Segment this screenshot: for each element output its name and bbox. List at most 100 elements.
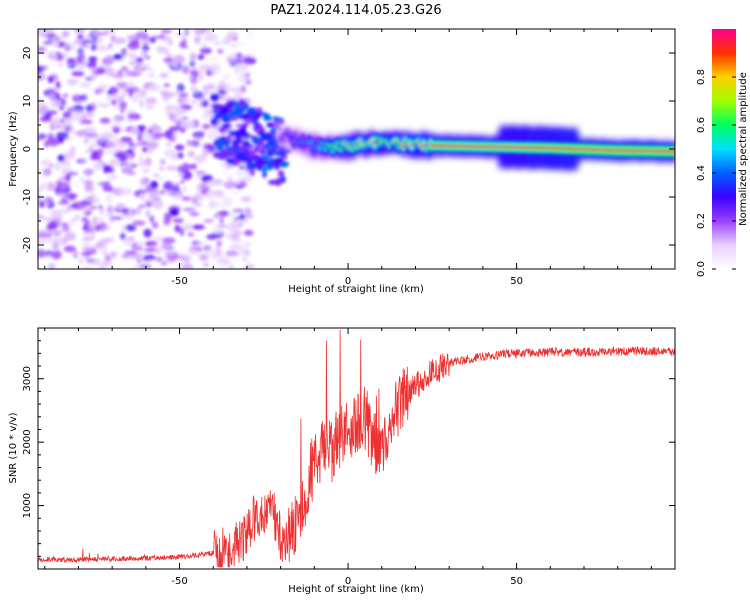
noise-blob (177, 152, 184, 159)
noise-blob (121, 214, 135, 220)
noise-blob (58, 61, 63, 68)
noise-blob (82, 236, 95, 241)
transition-blob (268, 179, 279, 185)
noise-blob (192, 67, 198, 71)
noise-blob (203, 263, 209, 267)
noise-blob (47, 75, 54, 84)
spectrogram-panel: -50 0 50 -20 -10 0 10 20 Height of straight lin… (8, 28, 676, 295)
noise-blob (197, 54, 205, 60)
noise-blob (119, 102, 127, 110)
noise-blob (142, 146, 148, 153)
transition-blob (268, 139, 275, 144)
noise-blob (132, 220, 146, 226)
noise-blob (187, 150, 195, 158)
noise-blob (38, 233, 47, 239)
noise-blob (95, 242, 104, 248)
noise-blob (105, 213, 117, 217)
noise-blob (148, 193, 161, 200)
transition-blob (266, 162, 274, 171)
noise-blob (39, 182, 50, 189)
noise-blob (215, 264, 229, 269)
noise-blob (139, 204, 146, 208)
noise-blob (94, 31, 109, 36)
transition-blob (262, 145, 274, 150)
noise-blob (111, 99, 117, 106)
transition-blob (213, 104, 222, 112)
noise-blob (119, 187, 132, 196)
noise-blob (192, 90, 205, 100)
noise-blob (120, 93, 126, 98)
noise-blob (121, 224, 126, 233)
transition-blob (277, 170, 285, 178)
noise-blob (153, 173, 160, 178)
noise-blob (237, 74, 245, 83)
noise-blob (112, 54, 123, 60)
noise-blob (38, 239, 45, 244)
noise-blob (235, 246, 246, 255)
colorbar-tick-label: 0.6 (696, 117, 707, 133)
noise-blob (173, 54, 185, 64)
noise-blob (45, 197, 54, 203)
noise-blob (145, 157, 152, 167)
snr-series-line (38, 329, 675, 568)
noise-blob (121, 48, 127, 57)
noise-blob (163, 83, 170, 88)
noise-blob (115, 203, 126, 210)
noise-blob (94, 224, 105, 230)
noise-blob (221, 40, 232, 45)
noise-blob (64, 175, 71, 181)
noise-blob (85, 104, 94, 112)
x-tick-label: 0 (345, 276, 351, 287)
noise-blob (203, 219, 214, 223)
noise-blob (201, 175, 214, 183)
noise-blob (72, 201, 86, 210)
noise-blob (181, 65, 190, 75)
noise-blob (78, 258, 84, 264)
transition-blob (257, 131, 267, 137)
noise-blob (186, 139, 192, 147)
y-tick-label: 20 (22, 47, 33, 60)
noise-blob (56, 236, 68, 246)
noise-blob (227, 175, 233, 182)
noise-blob (73, 182, 78, 187)
noise-blob (210, 82, 215, 86)
noise-blob (218, 80, 226, 87)
noise-blob (246, 240, 253, 247)
noise-blob (108, 124, 122, 129)
x-tick-label: 50 (510, 276, 523, 287)
noise-blob (116, 150, 130, 154)
noise-blob (197, 69, 205, 74)
noise-blob (164, 251, 176, 256)
transition-blob (262, 170, 267, 178)
noise-blob (203, 88, 209, 96)
transition-blob (256, 112, 262, 119)
noise-blob (178, 93, 189, 97)
snr-background (38, 328, 675, 569)
transition-blob (238, 127, 247, 135)
noise-blob (176, 264, 185, 269)
noise-blob (149, 215, 155, 223)
noise-blob (168, 38, 173, 46)
noise-blob (136, 258, 142, 264)
noise-blob (128, 89, 133, 97)
noise-blob (101, 259, 113, 268)
noise-blob (132, 66, 143, 74)
noise-blob (48, 220, 59, 230)
noise-blob (199, 47, 212, 55)
noise-blob (38, 194, 43, 203)
noise-blob (246, 29, 254, 39)
noise-blob (240, 196, 252, 203)
noise-blob (122, 237, 136, 246)
transition-blob (267, 116, 273, 121)
y-tick-label: -10 (22, 189, 33, 205)
noise-blob (114, 136, 119, 141)
noise-blob (217, 256, 231, 266)
noise-blob (107, 90, 113, 95)
transition-blob (275, 178, 282, 187)
snr-y-axis-label: SNR (10 * v/v) (8, 412, 19, 483)
noise-blob (187, 232, 195, 237)
noise-blob (57, 189, 70, 198)
noise-blob (163, 181, 174, 189)
ridge-core (672, 149, 675, 154)
noise-blob (157, 257, 171, 261)
